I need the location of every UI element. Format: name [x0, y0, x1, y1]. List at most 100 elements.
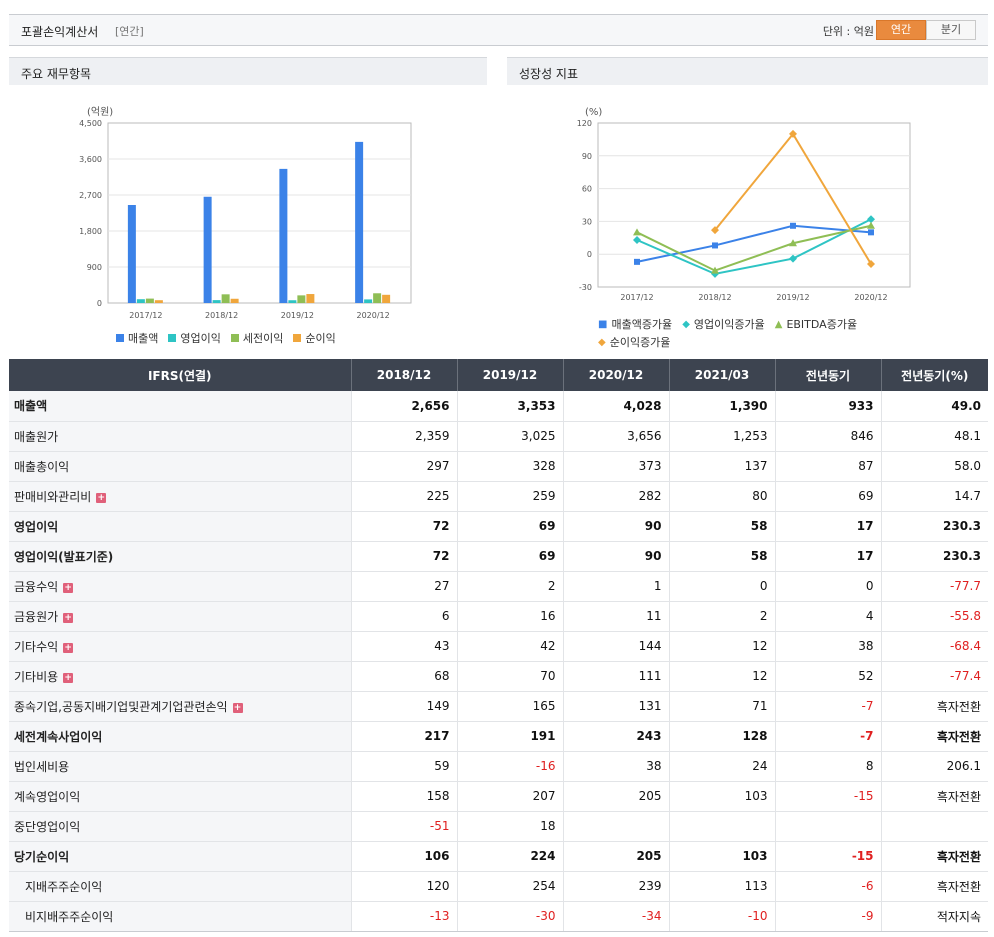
legend-item[interactable]: 매출액	[116, 330, 158, 346]
bar-4	[382, 294, 391, 303]
table-cell: 4	[775, 601, 882, 632]
legend-swatch	[116, 334, 124, 342]
line-chart-unit: (%)	[585, 107, 602, 118]
line-y-tick-label: 90	[582, 152, 592, 161]
expand-plus-icon[interactable]: +	[63, 612, 74, 623]
legend-item[interactable]: ■ 매출액증가율	[598, 316, 672, 332]
legend-item[interactable]: ◆ 영업이익증가율	[682, 316, 765, 332]
line-y-tick-label: 120	[577, 119, 592, 128]
table-row: 영업이익 72 69 90 58 17 230.3	[9, 511, 988, 542]
legend-item[interactable]: 영업이익	[168, 330, 221, 346]
table-cell: 225	[351, 481, 458, 512]
table-cell: 49.0	[881, 391, 988, 422]
legend-label: 순이익증가율	[609, 336, 671, 349]
expand-plus-icon[interactable]: +	[232, 702, 243, 713]
line-point	[712, 242, 718, 249]
row-label: 영업이익	[9, 511, 352, 542]
row-label-text: 영업이익	[14, 519, 59, 534]
table-cell: 3,025	[457, 421, 564, 452]
table-cell	[563, 811, 670, 842]
bar-4	[154, 300, 163, 303]
table-cell: 18	[457, 811, 564, 842]
column-header[interactable]: IFRS(연결)	[9, 359, 352, 391]
row-label-text: 금융원가	[14, 609, 59, 624]
line-x-tick-label: 2018/12	[698, 293, 731, 302]
table-cell: 72	[351, 511, 458, 542]
table-cell: 120	[351, 871, 458, 902]
row-label[interactable]: 금융원가 +	[9, 601, 352, 632]
bar-1	[127, 205, 136, 303]
table-cell	[775, 811, 882, 842]
table-cell: 38	[775, 631, 882, 662]
row-label-text: 기타비용	[14, 669, 59, 684]
expand-plus-icon[interactable]: +	[63, 672, 74, 683]
table-cell: 48.1	[881, 421, 988, 452]
legend-item[interactable]: ▲ EBITDA증가율	[775, 316, 857, 332]
row-label-text: 법인세비용	[14, 759, 70, 774]
table-cell: -15	[775, 781, 882, 812]
row-label-text: 계속영업이익	[14, 789, 81, 804]
row-label-text: 기타수익	[14, 639, 59, 654]
expand-plus-icon[interactable]: +	[63, 582, 74, 593]
line-y-tick-label: 30	[582, 217, 592, 226]
bar-2	[212, 300, 221, 303]
expand-plus-icon[interactable]: +	[63, 642, 74, 653]
table-row: 금융수익 +27 2 1 0 0 -77.7	[9, 571, 988, 602]
row-label: 중단영업이익	[9, 811, 352, 842]
table-cell: 0	[775, 571, 882, 602]
row-label[interactable]: 판매비와관리비 +	[9, 481, 352, 512]
row-label-text: 매출액	[14, 399, 48, 414]
line-point	[867, 260, 875, 269]
row-label-text: 지배주주순이익	[25, 879, 103, 894]
row-label[interactable]: 기타수익 +	[9, 631, 352, 662]
legend-label: 세전이익	[242, 332, 284, 345]
table-cell: -77.7	[881, 571, 988, 602]
legend-label: EBITDA증가율	[786, 318, 858, 331]
table-cell: -77.4	[881, 661, 988, 692]
row-label: 비지배주주순이익	[9, 901, 352, 932]
table-cell: 103	[669, 781, 776, 812]
row-label[interactable]: 금융수익 +	[9, 571, 352, 602]
table-cell: 1,253	[669, 421, 776, 452]
line-x-tick-label: 2019/12	[776, 293, 809, 302]
bar-y-tick-label: 1,800	[79, 227, 102, 236]
line-point	[789, 239, 797, 247]
financial-items-bar-chart: (억원) 0 900 1,800 2,700 3,600 4,500 2017/12 2018/…	[79, 106, 412, 320]
table-cell: -7	[775, 721, 882, 752]
row-label-text: 영업이익(발표기준)	[14, 549, 114, 564]
row-label[interactable]: 기타비용 +	[9, 661, 352, 692]
column-header: 2018/12	[351, 359, 458, 391]
bar-x-tick-label: 2020/12	[357, 311, 390, 320]
bar-x-tick-label: 2018/12	[205, 311, 238, 320]
legend-swatch	[293, 334, 302, 342]
table-cell: 328	[457, 451, 564, 482]
table-cell: 27	[351, 571, 458, 602]
table-row: 법인세비용 59 -16 38 24 8 206.1	[9, 751, 988, 782]
expand-plus-icon[interactable]: +	[96, 492, 107, 503]
legend-label: 매출액증가율	[611, 318, 673, 331]
bar-2	[288, 300, 297, 303]
table-cell: -9	[775, 901, 882, 932]
line-y-tick-label: 60	[582, 185, 592, 194]
legend-item[interactable]: ◆ 순이익증가율	[598, 334, 670, 350]
legend-item[interactable]: 세전이익	[230, 330, 284, 346]
income-statement-table: IFRS(연결) 2018/12 2019/12 2020/12 2021/03…	[9, 359, 988, 932]
bar-y-tick-label: 2,700	[79, 191, 102, 200]
row-label-text: 중단영업이익	[14, 819, 81, 834]
quarter-toggle-button[interactable]: 분기	[926, 20, 976, 40]
legend-item[interactable]: 순이익	[293, 330, 336, 346]
table-cell: 282	[563, 481, 670, 512]
column-header: 2021/03	[669, 359, 776, 391]
line-point	[867, 215, 875, 224]
table-row: 비지배주주순이익 -13 -30 -34 -10 -9 적자지속	[9, 901, 988, 932]
bar-2	[364, 299, 373, 303]
annual-toggle-button[interactable]: 연간	[876, 20, 926, 40]
table-cell: -10	[669, 901, 776, 932]
table-row: 매출원가 2,359 3,025 3,656 1,253 846 48.1	[9, 421, 988, 452]
row-label[interactable]: 종속기업,공동지배기업및관계기업관련손익 +	[9, 691, 352, 722]
table-cell: 42	[457, 631, 564, 662]
line-point	[711, 226, 719, 235]
table-cell: 2,359	[351, 421, 458, 452]
table-cell: 239	[563, 871, 670, 902]
table-cell: 1,390	[669, 391, 776, 422]
